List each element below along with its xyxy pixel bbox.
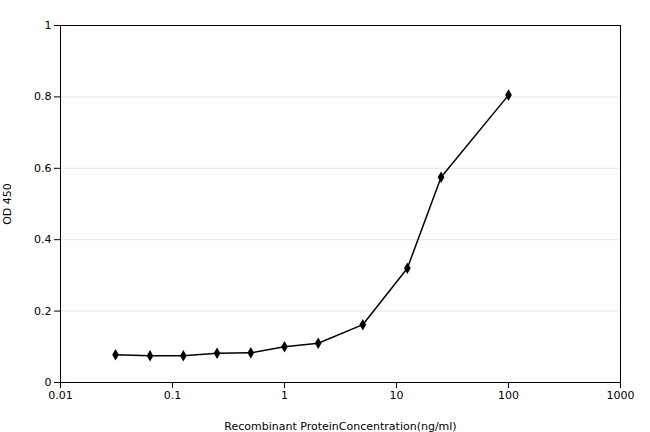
svg-text:0.01: 0.01 bbox=[48, 389, 73, 402]
svg-text:1000: 1000 bbox=[607, 389, 635, 402]
svg-text:OD 450: OD 450 bbox=[1, 183, 14, 225]
svg-text:0: 0 bbox=[45, 376, 52, 389]
svg-text:100: 100 bbox=[498, 389, 519, 402]
svg-text:0.1: 0.1 bbox=[164, 389, 182, 402]
svg-text:1: 1 bbox=[281, 389, 288, 402]
svg-text:0.6: 0.6 bbox=[34, 162, 52, 175]
svg-text:10: 10 bbox=[390, 389, 404, 402]
svg-text:0.4: 0.4 bbox=[34, 233, 52, 246]
svg-text:0.8: 0.8 bbox=[34, 90, 52, 103]
svg-text:Recombinant ProteinConcentrati: Recombinant ProteinConcentration(ng/ml) bbox=[224, 420, 456, 432]
svg-text:1: 1 bbox=[45, 19, 52, 32]
svg-text:0.2: 0.2 bbox=[34, 305, 52, 318]
